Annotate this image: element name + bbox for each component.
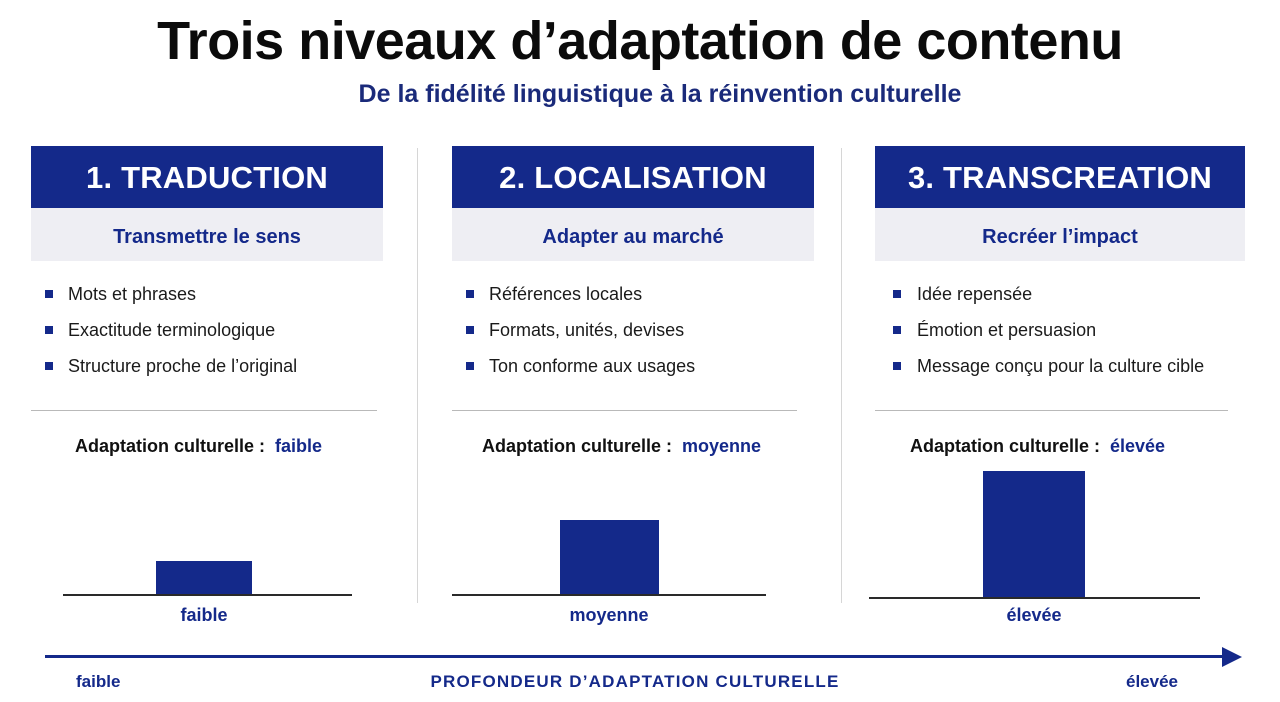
cultural-adaptation-level: Adaptation culturelle : faible xyxy=(75,436,322,457)
column-subtitle: Recréer l’impact xyxy=(875,208,1245,261)
bar-baseline xyxy=(452,594,766,596)
bullet-item: Émotion et persuasion xyxy=(875,318,1245,354)
square-bullet-icon xyxy=(893,362,901,370)
level-label: Adaptation culturelle : xyxy=(482,436,673,456)
bullet-item: Message conçu pour la culture cible xyxy=(875,354,1245,390)
square-bullet-icon xyxy=(893,290,901,298)
square-bullet-icon xyxy=(466,290,474,298)
column-title: 2. LOCALISATION xyxy=(452,146,814,208)
bullet-text: Idée repensée xyxy=(917,284,1033,304)
bullet-item: Mots et phrases xyxy=(31,282,383,318)
column-subtitle: Adapter au marché xyxy=(452,208,814,261)
square-bullet-icon xyxy=(466,362,474,370)
level-value: moyenne xyxy=(682,436,762,456)
axis-title: PROFONDEUR D’ADAPTATION CULTURELLE xyxy=(430,672,840,691)
square-bullet-icon xyxy=(45,290,53,298)
square-bullet-icon xyxy=(45,362,53,370)
column-traduction: 1. TRADUCTION Transmettre le sens Mots e… xyxy=(31,146,383,390)
square-bullet-icon xyxy=(466,326,474,334)
axis-high-label: élevée xyxy=(1126,672,1178,691)
column-separator xyxy=(841,148,842,603)
bullet-text: Émotion et persuasion xyxy=(917,320,1097,340)
level-bar-localisation xyxy=(560,520,659,595)
column-subtitle: Transmettre le sens xyxy=(31,208,383,261)
bar-label: faible xyxy=(180,605,228,625)
bullet-item: Ton conforme aux usages xyxy=(452,354,814,390)
bullet-text: Exactitude terminologique xyxy=(68,320,276,340)
column-title: 1. TRADUCTION xyxy=(31,146,383,208)
level-bar-transcreation xyxy=(983,471,1085,598)
arrow-right-icon xyxy=(1222,647,1242,667)
bullet-list: Références locales Formats, unités, devi… xyxy=(452,282,814,390)
bullet-text: Mots et phrases xyxy=(68,284,197,304)
bullet-item: Formats, unités, devises xyxy=(452,318,814,354)
level-bar-traduction xyxy=(156,561,252,595)
bullet-text: Message conçu pour la culture cible xyxy=(917,356,1205,376)
column-localisation: 2. LOCALISATION Adapter au marché Référe… xyxy=(452,146,814,390)
bar-label: moyenne xyxy=(569,605,649,625)
bullet-text: Formats, unités, devises xyxy=(489,320,685,340)
bar-baseline xyxy=(63,594,352,596)
column-separator xyxy=(417,148,418,603)
page-subtitle: De la fidélité linguistique à la réinven… xyxy=(358,80,962,108)
column-transcreation: 3. TRANSCREATION Recréer l’impact Idée r… xyxy=(875,146,1245,390)
section-divider xyxy=(31,410,377,411)
bullet-text: Structure proche de l’original xyxy=(68,356,298,376)
square-bullet-icon xyxy=(45,326,53,334)
bullet-item: Idée repensée xyxy=(875,282,1245,318)
bullet-text: Références locales xyxy=(489,284,643,304)
axis-low-label: faible xyxy=(76,672,121,691)
cultural-adaptation-level: Adaptation culturelle : élevée xyxy=(910,436,1165,457)
bar-baseline xyxy=(869,597,1200,599)
cultural-adaptation-level: Adaptation culturelle : moyenne xyxy=(482,436,761,457)
square-bullet-icon xyxy=(893,326,901,334)
level-value: élevée xyxy=(1110,436,1166,456)
level-label: Adaptation culturelle : xyxy=(75,436,266,456)
level-label: Adaptation culturelle : xyxy=(910,436,1101,456)
bullet-item: Exactitude terminologique xyxy=(31,318,383,354)
bar-label: élevée xyxy=(1006,605,1062,625)
level-value: faible xyxy=(275,436,323,456)
section-divider xyxy=(452,410,797,411)
bullet-list: Idée repensée Émotion et persuasion Mess… xyxy=(875,282,1245,390)
depth-axis-line xyxy=(45,655,1225,658)
bullet-item: Structure proche de l’original xyxy=(31,354,383,390)
bullet-list: Mots et phrases Exactitude terminologiqu… xyxy=(31,282,383,390)
column-title: 3. TRANSCREATION xyxy=(875,146,1245,208)
bullet-item: Références locales xyxy=(452,282,814,318)
page-title: Trois niveaux d’adaptation de contenu xyxy=(157,11,1123,71)
section-divider xyxy=(875,410,1228,411)
bullet-text: Ton conforme aux usages xyxy=(489,356,696,376)
